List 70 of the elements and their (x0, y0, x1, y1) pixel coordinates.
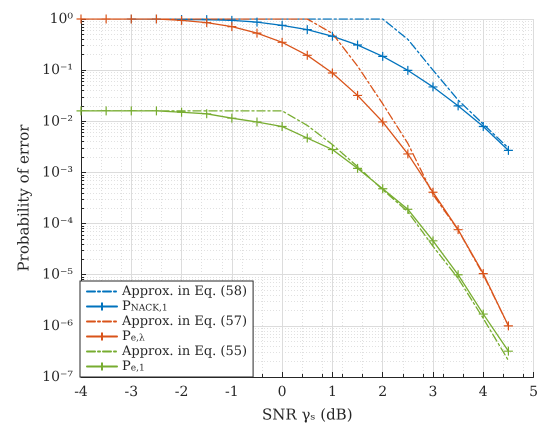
point (503, 346, 514, 356)
point (76, 14, 86, 24)
point (252, 28, 262, 38)
y-tick-label: 10⁻⁷ (42, 369, 74, 385)
point (352, 163, 363, 174)
point (277, 37, 288, 48)
point (302, 132, 312, 144)
point (252, 116, 262, 128)
point (428, 236, 438, 246)
legend-label: Pe,1 (122, 359, 145, 374)
y-tick-label: 10⁻⁵ (42, 266, 74, 283)
point (503, 320, 514, 331)
x-tick-label: -1 (225, 384, 239, 400)
point (503, 145, 514, 156)
x-tick-label: 3 (428, 384, 438, 400)
point (277, 121, 288, 132)
point (478, 268, 488, 279)
y-tick-label: 10⁻³ (42, 164, 73, 180)
point (352, 40, 363, 50)
point (352, 90, 363, 101)
point (151, 106, 162, 116)
point (478, 308, 488, 320)
point (402, 204, 413, 214)
point (327, 31, 338, 42)
x-tick-label: 5 (529, 384, 538, 400)
point (202, 18, 212, 28)
point (453, 224, 464, 235)
legend-label: Approx. in Eq. (55) (121, 344, 248, 359)
point (101, 106, 112, 116)
x-tick-label: 1 (328, 384, 337, 400)
y-tick-label: 10⁻¹ (42, 62, 73, 78)
legend-label: PNACK,1 (122, 299, 168, 314)
y-axis-title: Probability of error (14, 124, 32, 272)
x-axis-title: SNR γₛ (dB) (262, 406, 353, 424)
x-tick-label: -4 (74, 384, 88, 400)
point (76, 106, 86, 116)
legend-label: Approx. in Eq. (58) (121, 284, 248, 299)
x-tick-label: 4 (478, 384, 488, 400)
point (101, 14, 112, 24)
point (378, 116, 388, 128)
point (428, 82, 438, 92)
point (302, 50, 312, 60)
point (226, 22, 237, 32)
x-tick-label: 2 (378, 384, 388, 400)
y-tick-label: 10⁻² (42, 113, 73, 130)
point (176, 107, 187, 118)
legend-label: Pe,λ (122, 329, 146, 344)
point (302, 24, 312, 35)
y-tick-label: 10⁻⁶ (42, 318, 74, 334)
y-tick-label: 10⁻⁴ (42, 216, 74, 232)
point (126, 106, 136, 116)
point (378, 51, 388, 62)
legend-label: Approx. in Eq. (57) (121, 314, 248, 329)
point (402, 148, 413, 160)
point (453, 100, 464, 111)
point (378, 184, 388, 194)
x-tick-label: -3 (124, 384, 138, 400)
point (252, 16, 262, 28)
point (277, 20, 288, 30)
point (226, 113, 237, 124)
x-tick-label: 0 (278, 384, 287, 400)
point (428, 187, 438, 198)
x-tick-label: -2 (174, 384, 188, 400)
point (478, 121, 488, 132)
point (453, 270, 464, 280)
y-tick-label: 10⁰ (50, 11, 74, 27)
point (202, 108, 212, 119)
point (327, 68, 338, 78)
point (327, 144, 338, 155)
point (402, 65, 413, 76)
